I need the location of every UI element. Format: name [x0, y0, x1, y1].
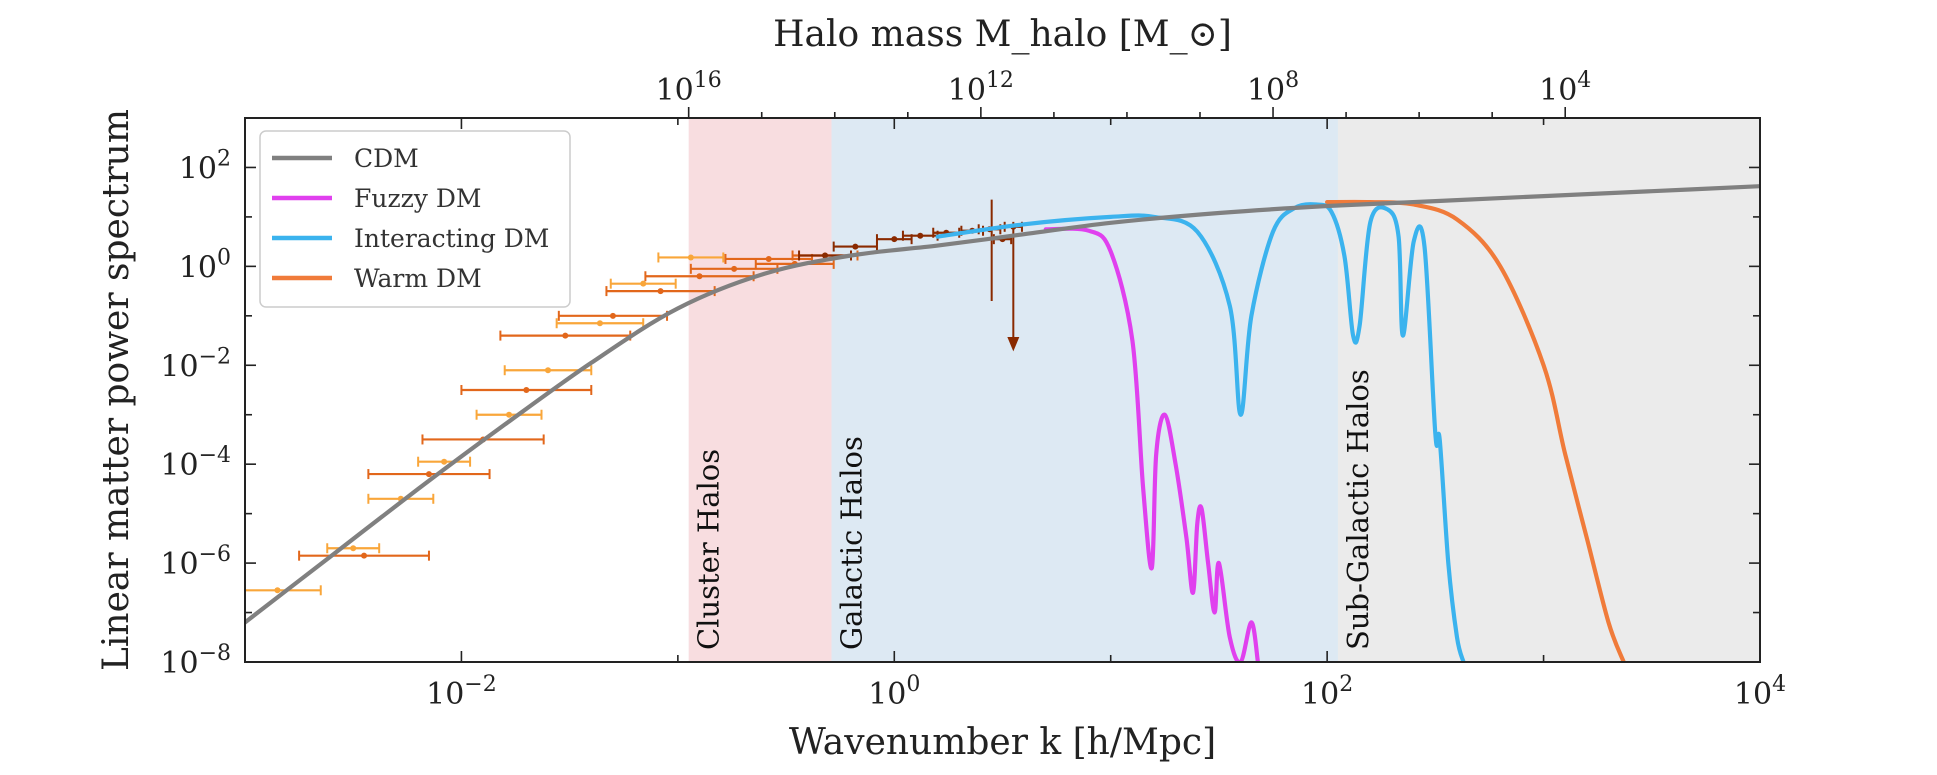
region-label-sub-galactic-halos: Sub-Galactic Halos: [1341, 369, 1375, 650]
data-point-dark-orange: [605, 286, 716, 297]
x-tick-label: 102: [1301, 672, 1353, 712]
legend-item-cdm: CDM: [272, 144, 419, 173]
data-point-dark-orange: [644, 271, 755, 282]
legend-label: Interacting DM: [354, 224, 549, 253]
data-point-light-orange: [657, 252, 725, 263]
series-line-interacting-dm: [935, 202, 1466, 662]
series-line-cdm: [245, 184, 1760, 625]
y-tick-label: 10−6: [160, 542, 231, 582]
data-point-light-orange: [555, 318, 645, 329]
legend-label: Warm DM: [354, 264, 482, 293]
legend-box: [259, 130, 571, 308]
data-point-dark-orange: [298, 550, 430, 561]
data-point-light-orange: [245, 585, 322, 596]
x-tick-label: 104: [1734, 672, 1786, 712]
series-lines: [245, 184, 1760, 662]
top-tick-label: 1016: [656, 68, 722, 108]
x-axis-title: Wavenumber k [h/Mpc]: [789, 722, 1216, 763]
top-tick-label: 108: [1247, 68, 1299, 108]
x-tick-label: 10−2: [426, 672, 497, 712]
data-point-dark-orange: [460, 385, 593, 395]
axis-tick-labels: 10−2 100 102 104 102 100 10−2 10−4 10−6 10−8 1016 1…: [160, 68, 1786, 712]
series-line-fuzzy-dm: [1043, 226, 1260, 662]
top-tick-label: 1012: [948, 68, 1014, 108]
region-label-cluster-halos: Cluster Halos: [692, 449, 726, 650]
y-tick-label: 10−8: [160, 641, 231, 681]
data-point-dark-orange: [367, 469, 491, 480]
axis-ticks: [244, 107, 1761, 663]
legend-item-interacting-dm: Interacting DM: [272, 224, 549, 253]
top-axis-title: Halo mass M_halo [M_⊙]: [773, 14, 1232, 55]
top-tick-label: 104: [1539, 68, 1591, 108]
y-tick-label: 10−2: [160, 344, 231, 384]
data-point-light-orange: [326, 543, 381, 554]
data-point-dark-orange: [557, 310, 669, 321]
region-cluster-halos: [688, 118, 832, 662]
legend-item-fuzzy-dm: Fuzzy DM: [272, 184, 482, 213]
plot-frame: [244, 117, 1761, 663]
data-point-light-orange: [417, 456, 472, 467]
y-tick-label: 10−4: [160, 443, 231, 483]
legend: CDM Fuzzy DM Interacting DM Warm DM: [259, 130, 571, 308]
region-labels: Cluster Halos Galactic Halos Sub-Galactic …: [692, 369, 1375, 650]
data-point-dark-orange: [499, 330, 632, 341]
data-point-light-orange: [475, 409, 543, 420]
upper-limit-arrow: [990, 199, 1020, 352]
y-axis-title: Linear matter power spectrum: [96, 109, 137, 671]
x-tick-label: 100: [868, 672, 920, 712]
data-point-dark-red: [875, 234, 913, 245]
region-label-galactic-halos: Galactic Halos: [835, 436, 869, 650]
y-tick-label: 100: [179, 245, 231, 285]
y-tick-label: 102: [179, 146, 231, 186]
data-point-light-orange: [609, 278, 677, 289]
region-galactic-halos: [831, 118, 1338, 662]
legend-label: CDM: [354, 144, 419, 173]
legend-item-warm-dm: Warm DM: [272, 264, 482, 293]
legend-label: Fuzzy DM: [354, 184, 482, 213]
